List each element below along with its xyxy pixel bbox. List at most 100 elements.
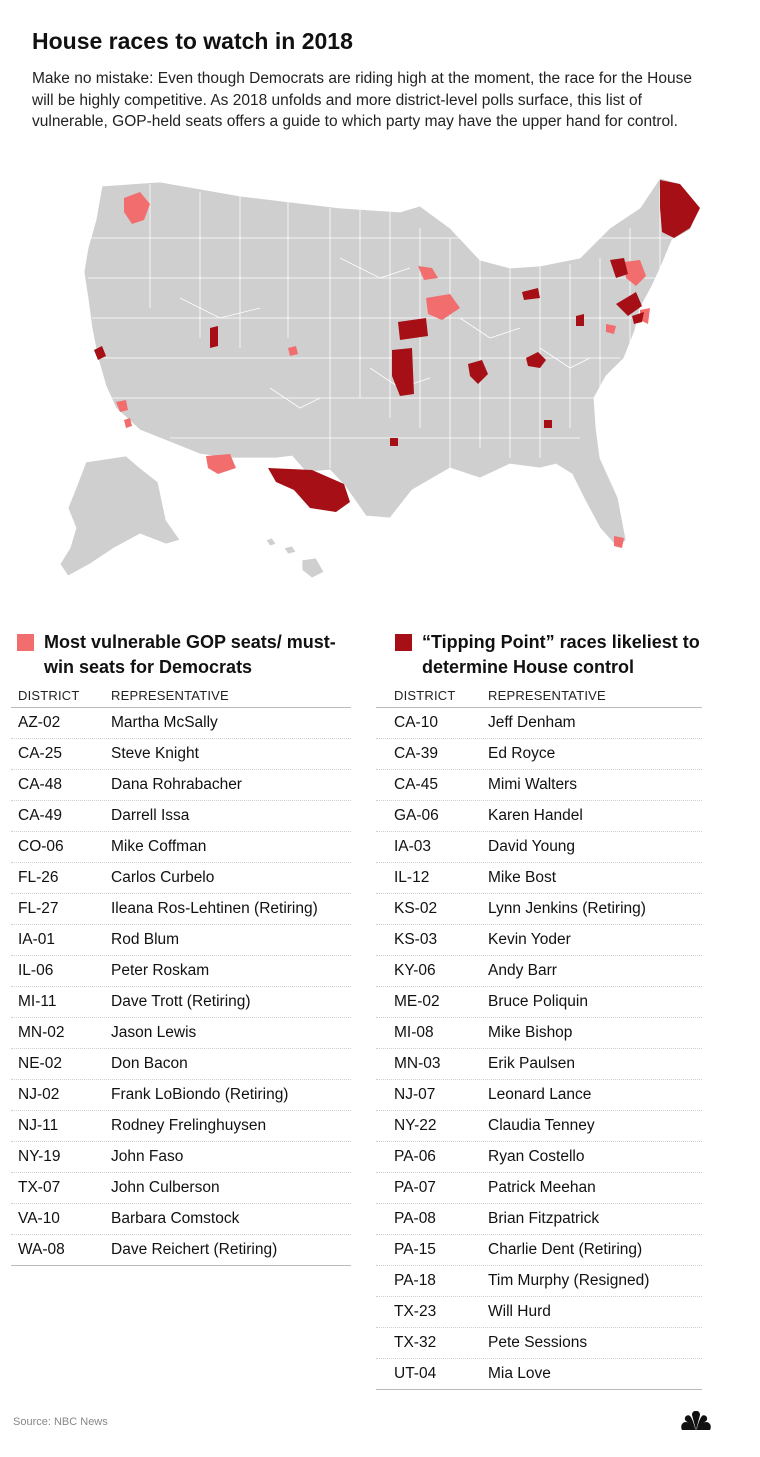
representative-cell: Charlie Dent (Retiring) — [488, 1241, 643, 1258]
district-cell: MN-03 — [394, 1055, 441, 1072]
legend-tipping-point: “Tipping Point” races likeliest to deter… — [395, 630, 735, 680]
table-row: NE-02 Don Bacon — [11, 1049, 351, 1080]
district-cell: TX-23 — [394, 1303, 437, 1320]
district-column-header: DISTRICT — [394, 688, 456, 703]
district-cell: MI-08 — [394, 1024, 434, 1041]
representative-cell: Leonard Lance — [488, 1086, 592, 1103]
representative-cell: Jason Lewis — [111, 1024, 197, 1041]
table-row: CA-25 Steve Knight — [11, 739, 351, 770]
district-cell: IA-01 — [18, 931, 56, 948]
district-tx-23 — [268, 468, 350, 512]
district-az-02 — [206, 454, 236, 474]
district-mi-08 — [522, 288, 540, 300]
district-ca-10 — [94, 346, 106, 360]
district-cell: TX-07 — [18, 1179, 61, 1196]
table-row: NJ-02 Frank LoBiondo (Retiring) — [11, 1080, 351, 1111]
district-il-12 — [468, 360, 488, 384]
representative-cell: Ileana Ros-Lehtinen (Retiring) — [111, 900, 318, 917]
vulnerable-seats-table: DISTRICT REPRESENTATIVE AZ-02 Martha McSa… — [11, 688, 351, 1266]
alaska-shape — [59, 455, 181, 577]
table-row: CA-49 Darrell Issa — [11, 801, 351, 832]
district-tx-32 — [390, 438, 398, 446]
representative-cell: John Faso — [111, 1148, 184, 1165]
representative-cell: Mike Coffman — [111, 838, 207, 855]
representative-cell: Erik Paulsen — [488, 1055, 576, 1072]
legend-vulnerable: Most vulnerable GOP seats/ must-win seat… — [17, 630, 357, 680]
table-row: ME-02 Bruce Poliquin — [376, 987, 702, 1018]
representative-cell: Peter Roskam — [111, 962, 210, 979]
representative-cell: Andy Barr — [488, 962, 557, 979]
district-column-header: DISTRICT — [18, 688, 80, 703]
representative-cell: David Young — [488, 838, 576, 855]
table-row: GA-06 Karen Handel — [376, 801, 702, 832]
representative-cell: Steve Knight — [111, 745, 199, 762]
legend-label-vulnerable: Most vulnerable GOP seats/ must-win seat… — [44, 632, 336, 677]
representative-cell: Mimi Walters — [488, 776, 577, 793]
district-ca-25 — [116, 400, 128, 412]
table-row: NJ-07 Leonard Lance — [376, 1080, 702, 1111]
page-title: House races to watch in 2018 — [32, 28, 353, 54]
table-row: CA-45 Mimi Walters — [376, 770, 702, 801]
district-cell: KS-03 — [394, 931, 438, 948]
district-cell: TX-32 — [394, 1334, 437, 1351]
district-cell: CA-25 — [18, 745, 62, 762]
table-row: CA-10 Jeff Denham — [376, 708, 702, 739]
representative-cell: Carlos Curbelo — [111, 869, 215, 886]
district-cell: NJ-07 — [394, 1086, 436, 1103]
table-row: KY-06 Andy Barr — [376, 956, 702, 987]
district-cell: UT-04 — [394, 1365, 437, 1382]
district-cell: PA-18 — [394, 1272, 436, 1289]
table-row: TX-23 Will Hurd — [376, 1297, 702, 1328]
table-row: PA-06 Ryan Costello — [376, 1142, 702, 1173]
table-row: FL-26 Carlos Curbelo — [11, 863, 351, 894]
representative-cell: Pete Sessions — [488, 1334, 588, 1351]
representative-cell: Kevin Yoder — [488, 931, 571, 948]
district-cell: NJ-11 — [18, 1117, 59, 1134]
representative-cell: Bruce Poliquin — [488, 993, 588, 1010]
district-pa-07 — [632, 312, 644, 324]
table-row: WA-08 Dave Reichert (Retiring) — [11, 1235, 351, 1266]
table-row: IL-12 Mike Bost — [376, 863, 702, 894]
district-cell: FL-26 — [18, 869, 59, 886]
district-ut-04 — [210, 326, 218, 348]
representative-cell: Mike Bost — [488, 869, 557, 886]
district-cell: PA-06 — [394, 1148, 436, 1165]
district-cell: PA-08 — [394, 1210, 436, 1227]
representative-cell: Dana Rohrabacher — [111, 776, 242, 793]
district-ny-19 — [624, 260, 646, 286]
table-row: AZ-02 Martha McSally — [11, 708, 351, 739]
district-ga-06 — [544, 420, 552, 428]
district-cell: CA-48 — [18, 776, 62, 793]
district-cell: NY-22 — [394, 1117, 437, 1134]
table-row: NY-22 Claudia Tenney — [376, 1111, 702, 1142]
representative-cell: Ed Royce — [488, 745, 556, 762]
district-ny-22 — [610, 258, 628, 278]
table-row: PA-08 Brian Fitzpatrick — [376, 1204, 702, 1235]
representative-cell: Dave Reichert (Retiring) — [111, 1241, 278, 1258]
district-ky-06 — [526, 352, 546, 368]
us-district-map — [59, 177, 701, 579]
representative-cell: Claudia Tenney — [488, 1117, 595, 1134]
table-row: MI-08 Mike Bishop — [376, 1018, 702, 1049]
district-co-06 — [288, 346, 298, 356]
table-row: TX-07 John Culberson — [11, 1173, 351, 1204]
legend-label-tipping-point: “Tipping Point” races likeliest to deter… — [422, 632, 700, 677]
table-header: DISTRICT REPRESENTATIVE — [11, 688, 351, 708]
representative-cell: Martha McSally — [111, 714, 218, 731]
table-row: NY-19 John Faso — [11, 1142, 351, 1173]
legend-swatch-vulnerable — [17, 634, 34, 651]
district-me-02 — [660, 180, 700, 238]
district-pa-15 — [616, 292, 642, 316]
vulnerable-districts — [116, 192, 650, 548]
district-cell: AZ-02 — [18, 714, 61, 731]
intro-paragraph: Make no mistake: Even though Democrats a… — [32, 70, 692, 130]
representative-cell: Dave Trott (Retiring) — [111, 993, 251, 1010]
district-ia-03 — [398, 318, 428, 340]
table-row: KS-02 Lynn Jenkins (Retiring) — [376, 894, 702, 925]
district-cell: NJ-02 — [18, 1086, 60, 1103]
district-cell: IA-03 — [394, 838, 432, 855]
table-row: PA-07 Patrick Meehan — [376, 1173, 702, 1204]
tipping-point-districts — [94, 180, 700, 512]
table-row: KS-03 Kevin Yoder — [376, 925, 702, 956]
district-cell: PA-15 — [394, 1241, 436, 1258]
